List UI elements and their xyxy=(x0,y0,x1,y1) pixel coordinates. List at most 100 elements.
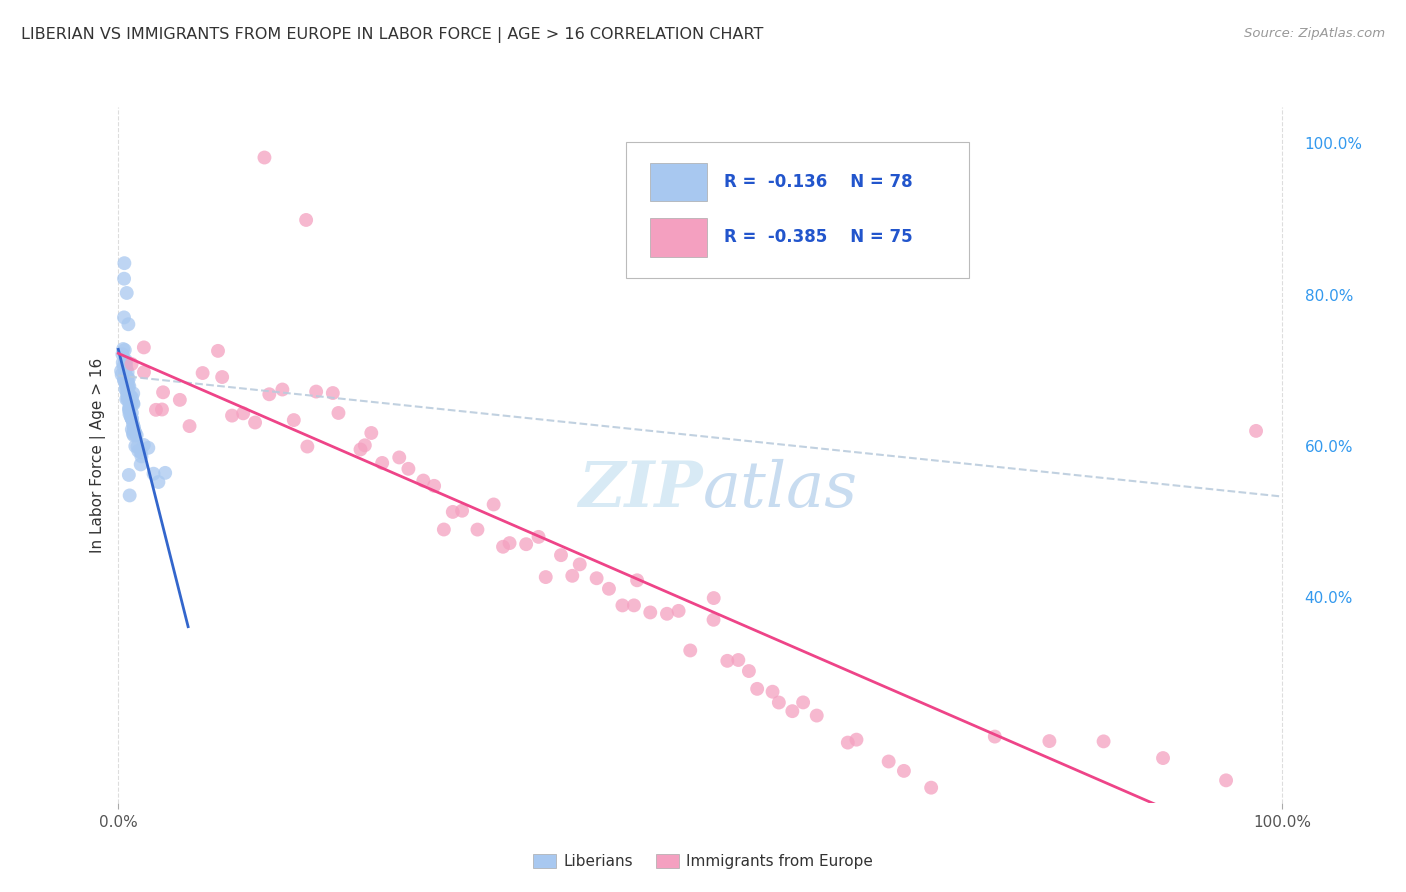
Point xyxy=(112,310,135,325)
Point xyxy=(747,681,769,696)
Point xyxy=(129,445,152,459)
Point xyxy=(243,416,266,430)
Point xyxy=(115,353,138,368)
Point xyxy=(179,419,201,434)
Point xyxy=(1092,734,1115,748)
Point xyxy=(328,406,350,420)
Point xyxy=(121,406,143,420)
Point xyxy=(115,285,138,300)
Point xyxy=(626,574,648,588)
Point xyxy=(322,386,344,401)
Point xyxy=(349,442,371,457)
Point xyxy=(153,466,176,480)
Point xyxy=(118,404,141,418)
Point xyxy=(117,392,139,407)
Point xyxy=(142,467,165,481)
Point xyxy=(837,736,859,750)
Point xyxy=(1038,734,1060,748)
Point xyxy=(122,420,145,434)
Point xyxy=(132,340,155,354)
Point xyxy=(655,607,678,621)
Point xyxy=(118,407,141,421)
Point xyxy=(115,386,138,401)
Point xyxy=(984,730,1007,744)
Point xyxy=(150,402,173,417)
Point xyxy=(115,379,138,393)
Bar xyxy=(650,162,707,201)
Point xyxy=(112,256,135,270)
Point xyxy=(120,397,142,411)
Point xyxy=(132,438,155,452)
Point xyxy=(388,450,411,465)
Point xyxy=(877,755,900,769)
Point xyxy=(131,450,153,464)
Text: R =  -0.385    N = 75: R = -0.385 N = 75 xyxy=(724,228,912,246)
Point xyxy=(110,364,132,378)
Point xyxy=(118,401,141,416)
Point xyxy=(738,664,761,678)
Point xyxy=(120,395,142,409)
Text: 60.0%: 60.0% xyxy=(1305,440,1353,455)
Point xyxy=(451,504,474,518)
Point xyxy=(638,606,661,620)
Point xyxy=(122,426,145,441)
Text: ZIP: ZIP xyxy=(578,459,703,520)
Text: LIBERIAN VS IMMIGRANTS FROM EUROPE IN LABOR FORCE | AGE > 16 CORRELATION CHART: LIBERIAN VS IMMIGRANTS FROM EUROPE IN LA… xyxy=(21,27,763,43)
Text: atlas: atlas xyxy=(703,458,858,521)
Point xyxy=(118,467,141,482)
Point xyxy=(111,355,134,369)
Point xyxy=(117,384,139,399)
Point xyxy=(148,475,170,489)
Point xyxy=(679,643,702,657)
Text: R =  -0.136    N = 78: R = -0.136 N = 78 xyxy=(724,173,912,191)
Point xyxy=(117,380,139,394)
Point xyxy=(117,371,139,385)
Text: Source: ZipAtlas.com: Source: ZipAtlas.com xyxy=(1244,27,1385,40)
Point xyxy=(702,613,724,627)
Point xyxy=(121,412,143,426)
Point xyxy=(527,530,550,544)
Point xyxy=(117,379,139,393)
Point xyxy=(259,387,281,401)
Point xyxy=(727,653,749,667)
Point xyxy=(668,604,690,618)
Point xyxy=(761,684,783,698)
Point xyxy=(117,365,139,379)
Point xyxy=(550,548,572,562)
Point xyxy=(114,343,136,357)
Point xyxy=(122,396,145,410)
Point xyxy=(121,357,143,371)
Point xyxy=(221,409,243,423)
Point xyxy=(117,374,139,388)
Point xyxy=(716,654,738,668)
Point xyxy=(492,540,515,554)
Bar xyxy=(650,219,707,257)
Point xyxy=(121,410,143,425)
Point xyxy=(115,392,138,406)
Point xyxy=(145,402,167,417)
Point xyxy=(114,367,136,381)
Point xyxy=(118,372,141,386)
Point xyxy=(114,372,136,386)
Point xyxy=(703,591,725,605)
Point xyxy=(433,523,456,537)
Text: 80.0%: 80.0% xyxy=(1305,289,1353,303)
Point xyxy=(441,505,464,519)
Point xyxy=(112,372,135,386)
Point xyxy=(118,402,141,417)
Point xyxy=(371,456,394,470)
Point xyxy=(112,374,135,388)
Point xyxy=(117,391,139,405)
Point xyxy=(232,406,254,420)
Point xyxy=(353,438,375,452)
Point xyxy=(112,342,135,356)
Point xyxy=(124,425,146,439)
Point xyxy=(534,570,557,584)
Point xyxy=(136,441,159,455)
Point xyxy=(498,536,520,550)
Point xyxy=(623,599,645,613)
Point xyxy=(127,440,149,454)
Point xyxy=(121,422,143,436)
Point xyxy=(122,423,145,437)
Point xyxy=(191,366,214,380)
